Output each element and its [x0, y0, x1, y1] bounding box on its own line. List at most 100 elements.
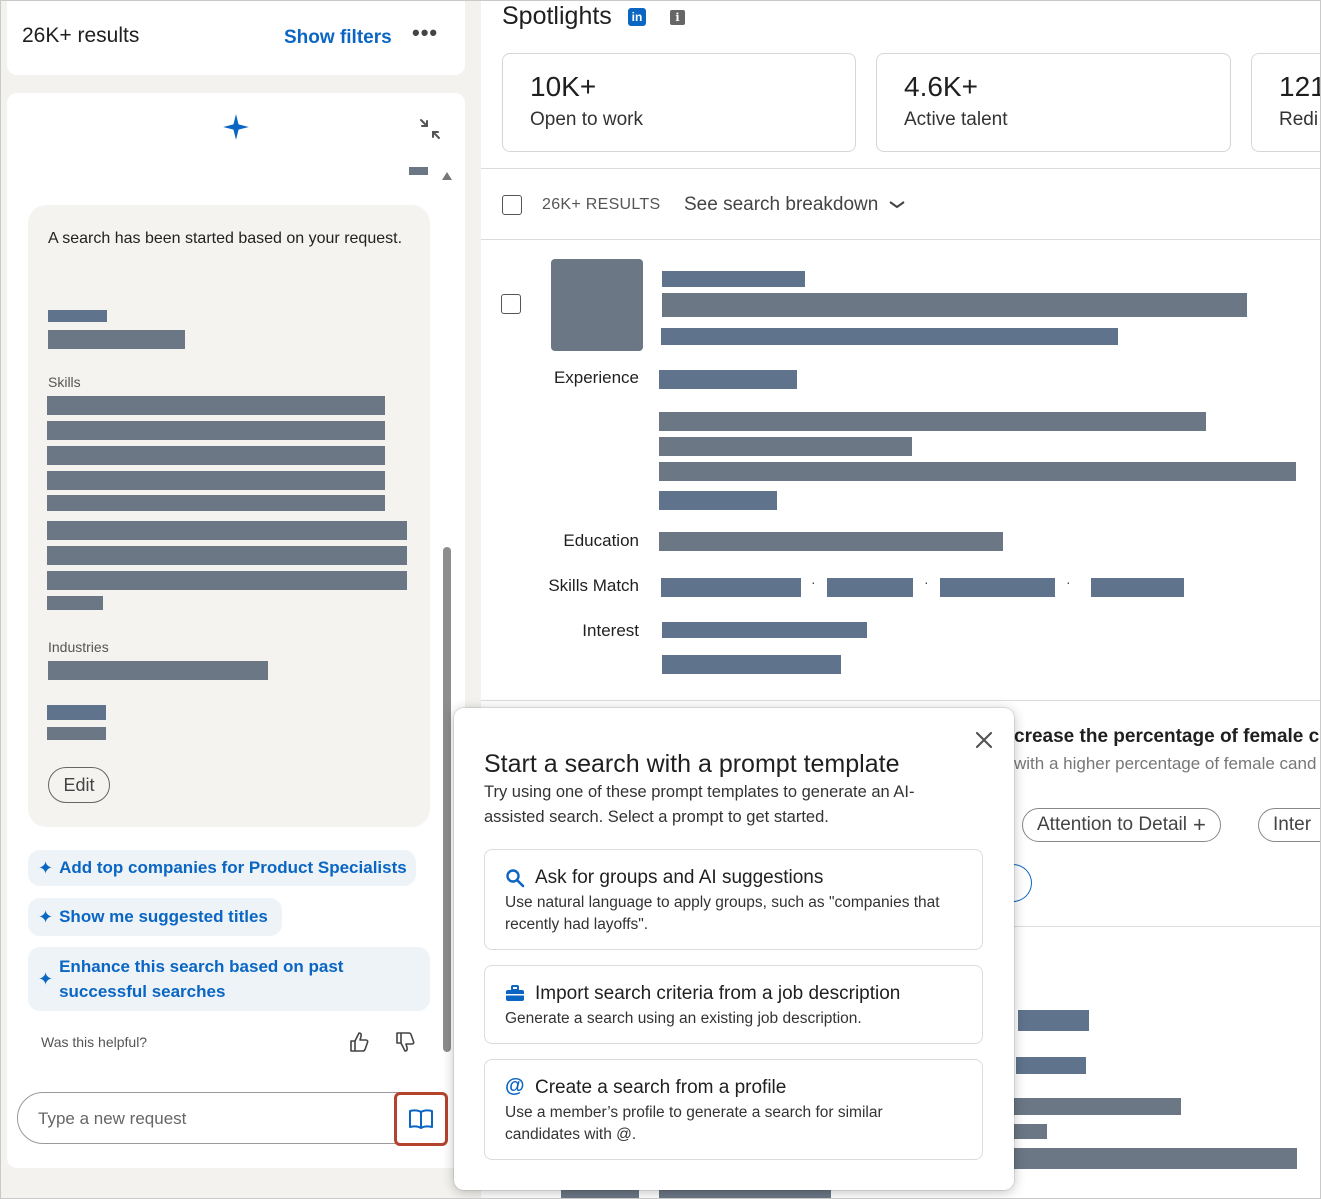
redacted-block — [1013, 1124, 1047, 1139]
redacted-block — [47, 421, 385, 440]
redacted-block — [659, 437, 912, 456]
redacted-block — [659, 462, 1296, 481]
divider — [481, 700, 1321, 701]
redacted-block — [659, 370, 797, 389]
candidate-avatar[interactable] — [551, 259, 643, 351]
skill-pill-attention-to-detail[interactable]: Attention to Detail + — [1022, 808, 1221, 842]
divider — [1014, 926, 1321, 927]
redacted-block — [662, 293, 1247, 317]
redacted-block — [47, 727, 106, 740]
redacted-block — [561, 1188, 639, 1198]
sparkle-icon: ✦ — [38, 906, 54, 927]
assistant-message-text: A search has been started based on your … — [48, 230, 403, 247]
pill-label: Inter — [1273, 814, 1312, 835]
scrollbar-thumb[interactable] — [443, 547, 451, 1052]
search-breakdown-toggle[interactable]: See search breakdown — [684, 194, 906, 216]
separator-dot: · — [924, 574, 929, 590]
popover-title: Start a search with a prompt template — [484, 750, 900, 778]
redacted-block — [1018, 1010, 1089, 1031]
template-ask-groups[interactable]: Ask for groups and AI suggestions Use na… — [484, 849, 983, 950]
spotlight-label: Open to work — [530, 109, 643, 130]
at-sign-icon: @ — [505, 1075, 525, 1097]
suggestion-label: Enhance this search based on past succes… — [59, 957, 344, 1001]
redacted-block — [662, 655, 841, 674]
scroll-up-arrow[interactable] — [442, 172, 452, 180]
candidate-checkbox[interactable] — [501, 294, 521, 314]
divider — [481, 168, 1321, 169]
prompt-template-button[interactable] — [394, 1092, 448, 1146]
redacted-block — [659, 1188, 831, 1198]
redacted-block — [659, 532, 1003, 551]
template-create-from-profile[interactable]: @ Create a search from a profile Use a m… — [484, 1059, 983, 1160]
redacted-block — [1013, 1148, 1297, 1169]
redacted-block — [659, 491, 777, 510]
suggestion-add-top-companies[interactable]: ✦ Add top companies for Product Speciali… — [28, 850, 416, 886]
new-request-field[interactable] — [17, 1092, 445, 1144]
experience-label: Experience — [553, 368, 639, 387]
sparkle-icon: ✦ — [38, 857, 54, 878]
sparkle-icon: ✦ — [38, 968, 54, 989]
edit-search-button[interactable]: Edit — [48, 767, 110, 803]
thumbs-down-icon[interactable] — [393, 1030, 417, 1054]
linkedin-icon: in — [628, 8, 646, 26]
template-description: Generate a search using an existing job … — [505, 1010, 862, 1027]
show-filters-button[interactable]: Show filters — [284, 27, 392, 48]
template-import-job-description[interactable]: Import search criteria from a job descri… — [484, 965, 983, 1044]
pill-label: Attention to Detail — [1037, 814, 1187, 835]
redacted-block — [47, 596, 103, 610]
results-count-upper: 26K+ RESULTS — [542, 196, 661, 213]
select-all-checkbox[interactable] — [502, 195, 522, 215]
skill-pill-partial[interactable]: Inter — [1258, 808, 1321, 842]
template-title: Create a search from a profile — [535, 1077, 787, 1098]
redacted-block — [1013, 1098, 1181, 1115]
redacted-block — [662, 622, 867, 638]
search-breakdown-label: See search breakdown — [684, 194, 879, 215]
briefcase-icon — [505, 984, 525, 1004]
redacted-block — [47, 571, 407, 590]
separator-dot: · — [1066, 574, 1071, 590]
spotlight-card-redi[interactable]: 121 Redi — [1251, 53, 1321, 152]
suggestion-enhance-search[interactable]: ✦ Enhance this search based on past succ… — [28, 947, 430, 1011]
redacted-block — [1091, 578, 1184, 597]
redacted-block — [827, 578, 913, 597]
more-options-icon[interactable]: ••• — [412, 20, 439, 45]
spotlight-card-open-to-work[interactable]: 10K+ Open to work — [502, 53, 856, 152]
redacted-block — [661, 328, 1118, 345]
redacted-block — [48, 330, 185, 349]
thumbs-up-icon[interactable] — [347, 1030, 371, 1054]
separator-dot: · — [811, 574, 816, 590]
collapse-panel-icon[interactable] — [418, 117, 442, 141]
results-count: 26K+ results — [22, 24, 140, 47]
search-icon — [505, 868, 525, 888]
suggestion-label: Show me suggested titles — [59, 907, 268, 926]
assistant-message-bubble — [28, 205, 430, 827]
redacted-block — [409, 167, 428, 175]
popover-description: Try using one of these prompt templates … — [484, 783, 915, 826]
spotlight-value: 10K+ — [530, 71, 597, 102]
close-icon[interactable] — [972, 728, 996, 752]
info-icon[interactable]: i — [670, 10, 685, 25]
book-icon — [409, 1109, 433, 1129]
template-description: Use a member’s profile to generate a sea… — [505, 1104, 883, 1143]
redacted-block — [47, 471, 385, 490]
template-title: Ask for groups and AI suggestions — [535, 867, 824, 888]
insight-title: crease the percentage of female c — [1014, 726, 1320, 747]
divider — [481, 239, 1321, 240]
redacted-block — [47, 705, 106, 720]
redacted-block — [47, 521, 407, 540]
skills-match-label: Skills Match — [548, 576, 639, 595]
spotlights-title: Spotlights — [502, 2, 612, 30]
new-request-input[interactable] — [36, 1105, 380, 1133]
redacted-block — [47, 495, 385, 511]
template-title: Import search criteria from a job descri… — [535, 983, 901, 1004]
suggestion-suggested-titles[interactable]: ✦ Show me suggested titles — [28, 898, 282, 936]
redacted-block — [47, 396, 385, 415]
spotlight-label: Active talent — [904, 109, 1008, 130]
spotlight-value: 121 — [1279, 71, 1321, 102]
chevron-down-icon — [889, 201, 905, 209]
spotlight-card-active-talent[interactable]: 4.6K+ Active talent — [876, 53, 1231, 152]
industries-label: Industries — [48, 639, 109, 655]
redacted-block — [659, 412, 1206, 431]
redacted-block — [47, 446, 385, 465]
redacted-block — [661, 578, 801, 597]
